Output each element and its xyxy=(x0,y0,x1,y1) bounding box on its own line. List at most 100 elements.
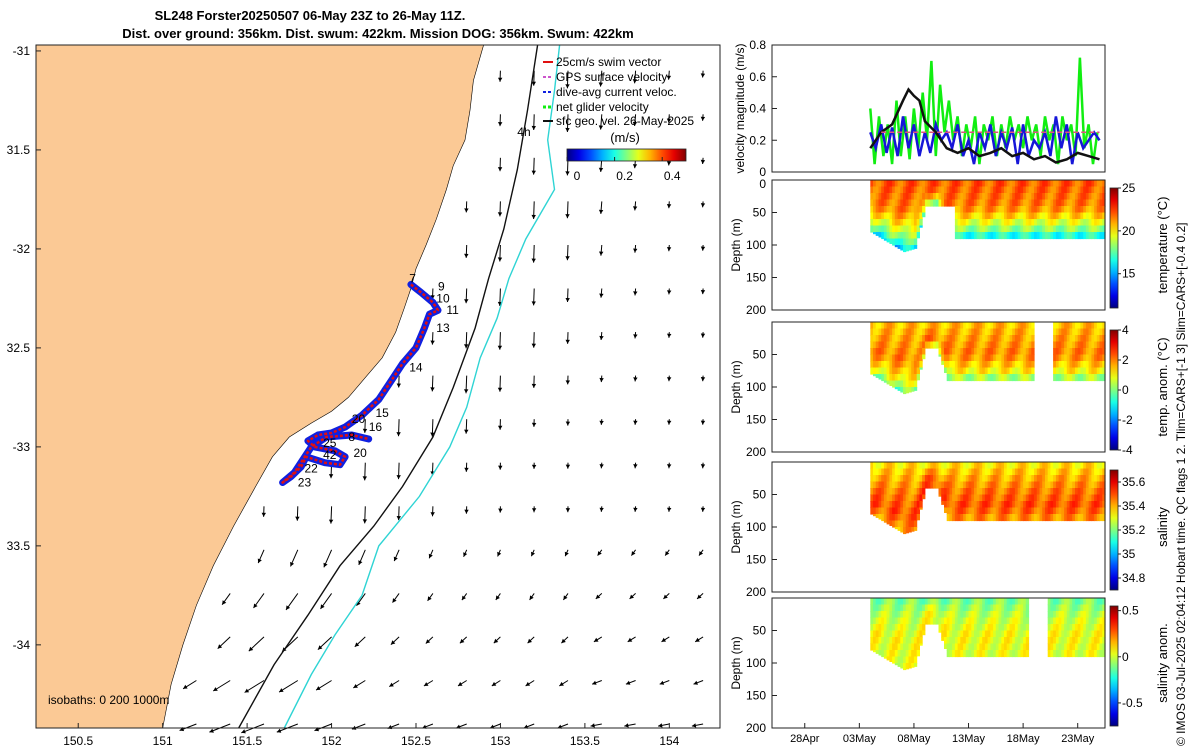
section-cell xyxy=(1061,617,1065,625)
section-cell xyxy=(1080,225,1084,233)
section-cell xyxy=(1004,199,1008,207)
section-cell xyxy=(979,514,983,522)
section-cell xyxy=(897,598,901,606)
section-cell xyxy=(870,367,874,375)
current-vector-arrow xyxy=(498,70,503,82)
current-vector-arrow xyxy=(389,680,400,688)
section-cell xyxy=(1006,193,1010,201)
section-cell xyxy=(1083,348,1087,356)
section-cell xyxy=(1001,348,1005,356)
section-cell xyxy=(946,598,950,606)
section-cell xyxy=(957,180,961,188)
section-cell xyxy=(1072,374,1076,382)
section-cell xyxy=(974,650,978,658)
section-cell xyxy=(922,481,926,489)
section-cell xyxy=(913,617,918,625)
section-cell xyxy=(1012,322,1016,330)
current-vector-arrow xyxy=(182,680,197,690)
section-cell xyxy=(1017,225,1021,233)
section-cell xyxy=(952,501,956,509)
section-cell xyxy=(1096,624,1101,632)
section-cell xyxy=(993,650,997,658)
section-cell xyxy=(944,598,948,606)
section-cell xyxy=(957,611,961,619)
section-cell xyxy=(1064,348,1068,356)
current-vector-head xyxy=(529,595,534,600)
section-cell xyxy=(1009,322,1013,330)
section-cell xyxy=(1042,219,1046,227)
section-cell xyxy=(1023,617,1027,625)
section-cell xyxy=(987,206,991,214)
section-cell xyxy=(889,501,893,509)
section-cell xyxy=(922,617,926,625)
section-cell xyxy=(1025,598,1030,606)
section-cell xyxy=(1099,611,1103,619)
section-cell xyxy=(1006,488,1010,496)
section-cell xyxy=(1083,199,1087,207)
section-cell xyxy=(963,650,967,658)
section-cell xyxy=(870,206,874,214)
section-cell xyxy=(897,212,901,220)
section-cell xyxy=(982,361,986,369)
section-cell xyxy=(941,604,945,612)
section-cell xyxy=(897,387,901,391)
section-cell xyxy=(974,193,978,201)
velocity-y-tick-label: 0 xyxy=(759,165,766,179)
section-cell xyxy=(894,643,899,651)
section-cell xyxy=(1083,225,1087,233)
section-cell xyxy=(1020,611,1024,619)
section-cell xyxy=(1066,232,1071,240)
section-cell xyxy=(1091,475,1095,483)
section-cell xyxy=(919,186,923,194)
section-cell xyxy=(1083,232,1087,240)
section-cell xyxy=(903,481,907,489)
section-cell xyxy=(1004,468,1008,476)
section-cell xyxy=(1004,604,1008,612)
velocity-y-tick-label: 0.2 xyxy=(749,133,766,147)
section-cell xyxy=(1085,468,1090,476)
section-cell xyxy=(1009,341,1013,349)
section-cell xyxy=(995,232,1000,240)
section-colorbar-tick-label: 2 xyxy=(1122,353,1129,367)
section-cell xyxy=(1014,374,1019,382)
section-cell xyxy=(1102,335,1106,343)
section-cell xyxy=(916,206,920,214)
section-cell xyxy=(946,488,950,496)
section-cell xyxy=(984,650,989,658)
current-vector-arrow xyxy=(531,462,537,469)
section-cell xyxy=(1075,374,1079,382)
section-cell xyxy=(900,380,904,388)
section-cell xyxy=(1064,361,1068,369)
section-cell xyxy=(1001,598,1005,606)
section-cell xyxy=(1031,232,1035,240)
section-cell xyxy=(886,643,890,651)
section-cell xyxy=(1077,617,1081,625)
section-cell xyxy=(971,186,975,194)
current-vector-arrow xyxy=(633,419,638,425)
section-cell xyxy=(1102,199,1106,207)
current-vector-head xyxy=(667,333,672,338)
section-cell xyxy=(933,193,937,201)
section-cell xyxy=(979,225,983,233)
section-cell xyxy=(1077,374,1081,382)
section-cell xyxy=(968,598,972,606)
section-cell xyxy=(892,186,896,194)
current-vector-head xyxy=(565,298,570,302)
section-cell xyxy=(1094,199,1098,207)
section-cell xyxy=(971,494,975,502)
section-cell xyxy=(1066,354,1071,362)
section-cell xyxy=(971,225,975,233)
section-cell xyxy=(886,219,890,227)
section-cell xyxy=(990,468,994,476)
section-cell xyxy=(1028,348,1032,356)
section-cell xyxy=(1031,488,1035,496)
section-cell xyxy=(903,212,907,220)
section-cell xyxy=(954,199,959,207)
section-cell xyxy=(1031,348,1035,356)
section-cell xyxy=(870,468,874,476)
section-cell xyxy=(1072,488,1076,496)
section-cell xyxy=(1039,180,1043,188)
section-cell xyxy=(1061,604,1065,612)
section-cell xyxy=(1025,328,1030,336)
section-cell xyxy=(1102,219,1106,227)
